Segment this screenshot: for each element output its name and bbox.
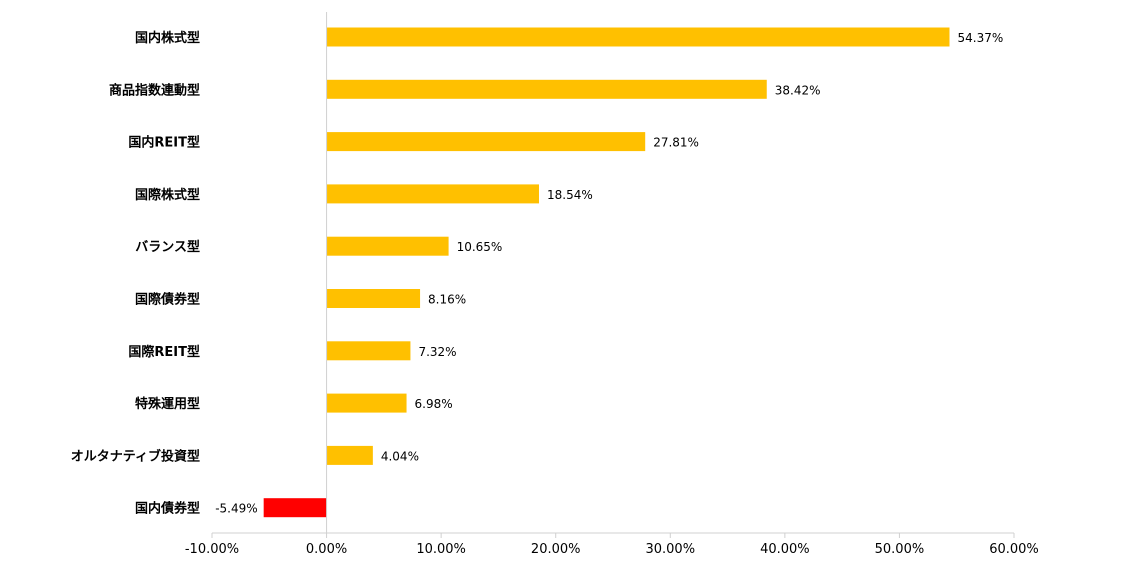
category-label: 商品指数連動型 <box>109 82 200 98</box>
category-label: 国内株式型 <box>135 30 200 46</box>
axes-group <box>211 12 1015 538</box>
category-label: 国際債券型 <box>135 292 200 308</box>
x-tick-label: 20.00% <box>531 542 581 557</box>
bars-group <box>263 27 950 518</box>
x-tick-label: 10.00% <box>416 542 466 557</box>
data-label: 27.81% <box>653 136 699 150</box>
data-label: 18.54% <box>547 188 593 202</box>
bar <box>326 27 950 47</box>
data-label: 6.98% <box>415 397 453 411</box>
x-tick-label: 30.00% <box>645 542 695 557</box>
data-label: 4.04% <box>381 449 419 463</box>
bar <box>326 289 421 308</box>
bar <box>326 132 646 152</box>
bar <box>326 184 539 204</box>
x-tick-label: 60.00% <box>989 542 1039 557</box>
bar <box>326 341 411 361</box>
bar <box>326 445 373 465</box>
bar <box>326 79 767 99</box>
data-label: 8.16% <box>428 293 466 307</box>
category-labels-group: 国内株式型商品指数連動型国内REIT型国際株式型バランス型国際債券型国際REIT… <box>71 30 200 517</box>
category-label: 特殊運用型 <box>135 396 200 412</box>
x-tick-label: -10.00% <box>185 542 239 557</box>
category-label: オルタナティブ投資型 <box>71 448 200 464</box>
data-label: 38.42% <box>775 83 821 97</box>
value-labels-group: 54.37% 38.42% 27.81% 18.54% 10.65% 8.16% 7.32%… <box>215 31 1003 516</box>
data-label: -5.49% <box>215 502 257 516</box>
x-tick-label: 0.00% <box>306 542 347 557</box>
data-label: 10.65% <box>457 240 503 254</box>
category-label: 国際REIT型 <box>128 344 200 360</box>
bar <box>326 393 407 413</box>
x-tick-label: 50.00% <box>875 542 925 557</box>
bar <box>326 236 449 256</box>
data-label: 54.37% <box>957 31 1003 45</box>
bar <box>263 498 327 518</box>
category-label: 国内債券型 <box>135 501 200 517</box>
category-label: バランス型 <box>135 239 200 255</box>
data-label: 7.32% <box>418 345 456 359</box>
tick-labels-group: -10.00% 0.00% 10.00% 20.00% 30.00% 40.00% 50.0… <box>185 542 1039 557</box>
category-label: 国際株式型 <box>135 187 200 203</box>
category-label: 国内REIT型 <box>128 135 200 151</box>
x-tick-label: 40.00% <box>760 542 810 557</box>
